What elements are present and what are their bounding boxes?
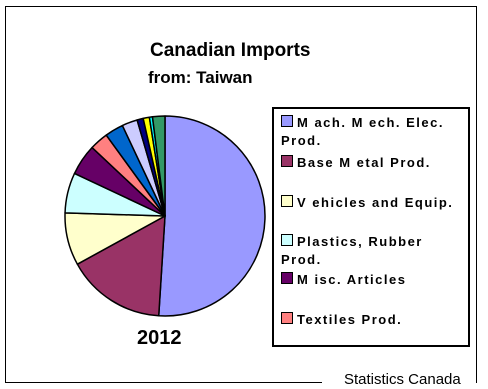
pie-slice-1 [76, 215, 166, 317]
legend-swatch [281, 195, 293, 207]
pie-slice-11 [151, 115, 166, 217]
legend-label: Base M etal Prod. [297, 155, 431, 170]
legend-item-mach: M ach. M ech. Elec. Prod. [281, 114, 468, 150]
chart-subtitle: from: Taiwan [148, 68, 253, 87]
legend-item-textiles: Textiles Prod. [281, 311, 402, 329]
source-label: Statistics Canada [344, 371, 461, 388]
legend-swatch [281, 312, 293, 324]
legend-label: M ach. M ech. Elec. Prod. [281, 115, 444, 148]
chart-frame [5, 6, 477, 383]
legend-item-plastics: Plastics, Rubber Prod. [281, 233, 468, 269]
legend-swatch [281, 272, 293, 284]
chart-legend: M ach. M ech. Elec. Prod. Base M etal Pr… [272, 107, 470, 347]
legend-label: Plastics, Rubber Prod. [281, 234, 423, 267]
legend-swatch [281, 234, 293, 246]
legend-label: M isc. Articles [297, 272, 407, 287]
legend-swatch [281, 115, 293, 127]
legend-label: Textiles Prod. [297, 312, 403, 327]
chart-title: Canadian Imports [150, 40, 311, 61]
legend-item-vehicles: V ehicles and Equip. [281, 194, 453, 212]
legend-label: V ehicles and Equip. [297, 195, 454, 210]
legend-item-misc: M isc. Articles [281, 271, 406, 289]
pie-slice-0 [157, 115, 266, 317]
year-label: 2012 [137, 327, 182, 349]
frame-bottom-line [6, 382, 322, 383]
legend-item-base-metal: Base M etal Prod. [281, 154, 431, 172]
legend-swatch [281, 155, 293, 167]
